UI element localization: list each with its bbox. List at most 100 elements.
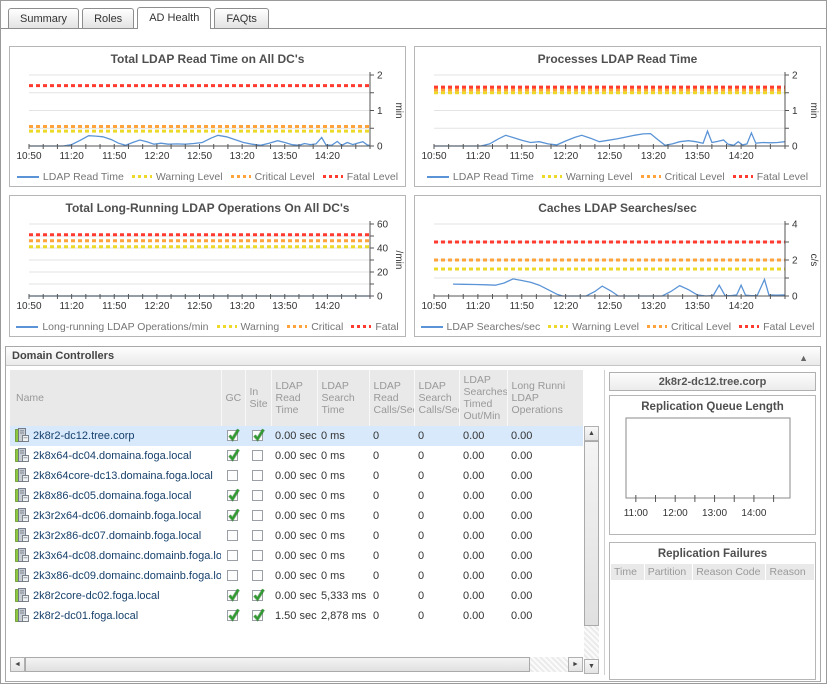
dc-table-row[interactable]: 2k8x64core-dc13.domaina.foga.local 0.00 s… [10,466,583,486]
ldap-search-calls-value: 0 [418,530,425,542]
svg-text:14:00: 14:00 [741,508,766,519]
ldap-searches-timed-out-value: 0.00 [463,550,485,562]
unchecked-checkbox[interactable] [225,567,241,582]
dc-table-row[interactable]: 2k8r2core-dc02.foga.local 0.00 sec 5,333 m… [10,586,583,606]
scroll-left-button[interactable]: ◄ [10,657,25,672]
unchecked-checkbox[interactable] [250,507,266,522]
checked-checkbox[interactable] [225,507,241,522]
ldap-read-calls-value: 0 [373,530,380,542]
scroll-up-button[interactable]: ▲ [584,426,599,441]
svg-text:13:50: 13:50 [272,301,297,312]
col-long-running-ops[interactable]: Long Runni LDAP Operations [506,370,583,426]
legend-dots-marker [322,175,343,178]
legend-dots-marker [640,175,661,178]
ldap-searches-timed-out-value: 0.00 [463,610,485,622]
checked-checkbox[interactable] [225,447,241,462]
chart-plot: 10:50 11:20 11:50 12:20 12:50 13:20 13:50 14:20… [421,220,819,313]
ldap-searches-timed-out-value: 0.00 [459,426,507,446]
svg-text:min: min [393,102,404,118]
ldap-search-calls-value: 0 [418,490,425,502]
ldap-search-calls-value: 0 [418,510,425,522]
panel-title: Domain Controllers [12,350,115,362]
col-ldap-search-calls[interactable]: LDAP Search Calls/Sec [413,370,459,426]
col-in-site[interactable]: In Site [244,370,271,426]
tab-summary[interactable]: Summary [8,8,80,28]
unchecked-checkbox[interactable] [250,487,266,502]
svg-text:12:50: 12:50 [597,301,622,312]
checked-checkbox[interactable] [225,427,241,442]
replication-failures-panel: Replication Failures Time Partition Reas… [609,542,816,680]
scroll-down-button[interactable]: ▼ [584,659,599,674]
collapse-arrow-icon[interactable]: ▲ [799,353,808,363]
ldap-read-calls-value: 0 [373,470,380,482]
svg-text:13:50: 13:50 [685,151,710,162]
col-ldap-read-time[interactable]: LDAP Read Time [270,370,317,426]
dc-table-row[interactable]: 2k8x86-dc05.domaina.foga.local 0.00 sec 0 … [10,486,583,506]
unchecked-checkbox[interactable] [225,547,241,562]
scroll-right-button[interactable]: ► [568,657,583,672]
ldap-search-calls-value: 0 [418,590,425,602]
horizontal-scroll-thumb[interactable] [25,657,530,672]
col-gc[interactable]: GC [220,370,245,426]
ldap-read-calls-value: 0 [373,550,380,562]
ldap-search-time-value: 0 ms [321,470,345,482]
checked-checkbox[interactable] [250,587,266,602]
chart-long-running-ldap-operations: Total Long-Running LDAP Operations On Al… [9,195,406,337]
unchecked-checkbox[interactable] [225,527,241,542]
col-partition: Partition [644,564,693,580]
legend-dots-marker [732,175,753,178]
svg-text:11:20: 11:20 [466,301,491,312]
col-ldap-searches-timed-out[interactable]: LDAP Searches Timed Out/Min [458,370,507,426]
ldap-read-time-value: 0.00 sec [275,490,317,502]
unchecked-checkbox[interactable] [225,467,241,482]
col-ldap-search-time[interactable]: LDAP Search Time [316,370,369,426]
selected-dc-name-button[interactable]: 2k8r2-dc12.tree.corp [609,372,816,391]
server-icon [15,447,29,465]
vertical-scroll-thumb[interactable] [584,441,599,626]
svg-text:0: 0 [377,142,383,153]
dc-table-row[interactable]: 2k8r2-dc01.foga.local 1.50 sec 2,878 ms 0 0 0… [10,606,583,626]
dc-table-row[interactable]: 2k3x64-dc08.domainc.domainb.foga.local 0.… [10,546,583,566]
checked-checkbox[interactable] [225,587,241,602]
dc-table-row[interactable]: 2k3x86-dc09.domainc.domainb.foga.local 0.… [10,566,583,586]
legend-dots-marker [739,325,760,328]
tab-faqts[interactable]: FAQts [214,8,269,28]
checked-checkbox[interactable] [225,487,241,502]
tab-ad-health[interactable]: AD Health [137,7,212,29]
dc-name: 2k3x86-dc09.domainc.domainb.foga.local [33,570,221,582]
dc-table-row[interactable]: 2k8r2-dc12.tree.corp 0.00 sec 0 ms 0 0 0.00 0.… [10,426,583,446]
legend-label: Fatal Level [763,320,815,333]
unchecked-checkbox[interactable] [250,467,266,482]
dc-table-row[interactable]: 2k3r2x86-dc07.domainb.foga.local 0.00 sec… [10,526,583,546]
domain-controllers-header: Domain Controllers ▲ [6,347,820,366]
unchecked-checkbox[interactable] [250,527,266,542]
legend-item-series: LDAP Read Time [426,171,534,183]
domain-controllers-panel: Domain Controllers ▲ Name GC In Site LDA… [5,346,821,682]
svg-text:1: 1 [792,106,798,117]
svg-text:0: 0 [792,142,798,153]
chart-plot: 10:50 11:20 11:50 12:20 12:50 13:20 13:50 14:20… [16,220,404,313]
long-running-ops-value: 0.00 [511,570,533,582]
legend-label: Critical Level [664,170,725,183]
replication-queue-title: Replication Queue Length [641,401,784,413]
checked-checkbox[interactable] [250,607,266,622]
col-name[interactable]: Name [10,370,221,426]
server-icon [15,487,29,505]
dc-table-row[interactable]: 2k8x64-dc04.domaina.foga.local 0.00 sec 0 … [10,446,583,466]
svg-text:12:20: 12:20 [553,301,578,312]
checked-checkbox[interactable] [250,427,266,442]
svg-text:2: 2 [377,71,383,82]
svg-text:14:20: 14:20 [315,151,340,162]
legend-item-threshold: Warning Level [548,321,639,333]
dc-table-row[interactable]: 2k3r2x64-dc06.domainb.foga.local 0.00 sec… [10,506,583,526]
ldap-search-time-value: 5,333 ms [321,590,367,602]
unchecked-checkbox[interactable] [250,567,266,582]
ldap-searches-timed-out-value: 0.00 [463,450,485,462]
checked-checkbox[interactable] [225,607,241,622]
legend-line-marker [16,176,39,178]
unchecked-checkbox[interactable] [250,447,266,462]
col-ldap-read-calls[interactable]: LDAP Read Calls/Sec [368,370,414,426]
tab-roles[interactable]: Roles [82,8,135,28]
svg-text:12:50: 12:50 [187,151,212,162]
unchecked-checkbox[interactable] [250,547,266,562]
